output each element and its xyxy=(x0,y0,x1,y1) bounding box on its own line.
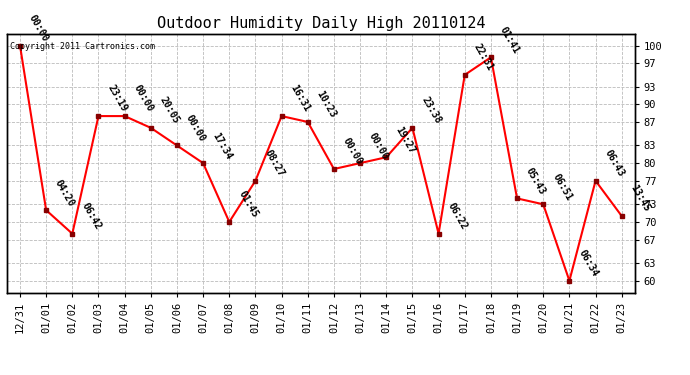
Text: 04:20: 04:20 xyxy=(53,178,77,208)
Text: 00:00: 00:00 xyxy=(184,113,207,143)
Text: 05:43: 05:43 xyxy=(524,166,547,196)
Text: 00:00: 00:00 xyxy=(367,130,391,161)
Title: Outdoor Humidity Daily High 20110124: Outdoor Humidity Daily High 20110124 xyxy=(157,16,485,31)
Text: 23:19: 23:19 xyxy=(106,84,129,114)
Text: 06:34: 06:34 xyxy=(576,248,600,279)
Text: 06:42: 06:42 xyxy=(79,201,103,231)
Text: 08:27: 08:27 xyxy=(262,148,286,178)
Text: 20:05: 20:05 xyxy=(158,95,181,126)
Text: 19:27: 19:27 xyxy=(393,124,417,155)
Text: 23:38: 23:38 xyxy=(420,95,443,126)
Text: 06:43: 06:43 xyxy=(602,148,626,178)
Text: 00:00: 00:00 xyxy=(341,136,364,167)
Text: 01:41: 01:41 xyxy=(498,25,521,55)
Text: 22:31: 22:31 xyxy=(472,42,495,73)
Text: 13:45: 13:45 xyxy=(629,183,652,214)
Text: 00:00: 00:00 xyxy=(27,13,50,44)
Text: 01:45: 01:45 xyxy=(236,189,259,220)
Text: 06:51: 06:51 xyxy=(550,172,573,202)
Text: Copyright 2011 Cartronics.com: Copyright 2011 Cartronics.com xyxy=(10,42,155,51)
Text: 00:00: 00:00 xyxy=(132,84,155,114)
Text: 17:34: 17:34 xyxy=(210,130,233,161)
Text: 16:31: 16:31 xyxy=(288,84,312,114)
Text: 10:23: 10:23 xyxy=(315,89,338,120)
Text: 06:22: 06:22 xyxy=(446,201,469,231)
